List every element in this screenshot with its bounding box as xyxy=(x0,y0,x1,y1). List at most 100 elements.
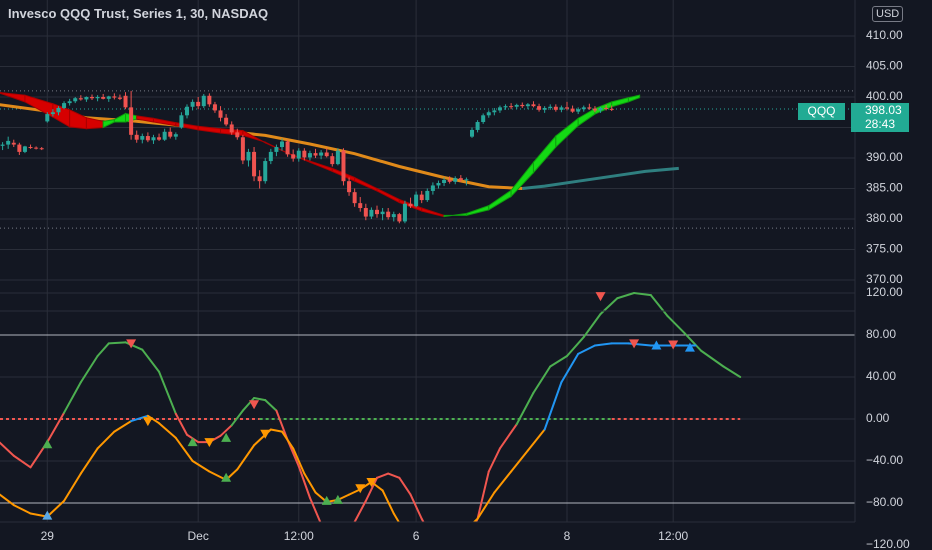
oscillator-axis-labels: 120.00 80.00 40.00 0.00 −40.00 −80.00 −120.00 xyxy=(866,285,910,550)
signal-marker-4 xyxy=(187,437,198,447)
candle-body-62 xyxy=(347,181,352,193)
candle-body-92 xyxy=(514,104,519,107)
candle-body-78 xyxy=(436,183,441,186)
candle-body-20 xyxy=(112,96,117,98)
candle-body-28 xyxy=(157,137,162,140)
time-axis[interactable] xyxy=(0,522,932,550)
signal-marker-18 xyxy=(629,339,640,349)
price-axis-labels: 410.00405.00400.00395.00390.00385.00380.… xyxy=(866,28,903,286)
osc-fast-seg-17 xyxy=(241,397,256,412)
price-tick-label-8: 370.00 xyxy=(866,272,903,286)
candle-body-44 xyxy=(246,151,251,161)
candle-body-30 xyxy=(168,131,173,137)
price-tick-label-4: 390.00 xyxy=(866,150,903,164)
last-price-value: 398.03 xyxy=(865,103,902,117)
candle-body-103 xyxy=(576,109,581,112)
candle-body-29 xyxy=(162,131,167,140)
osc-tick-label-6: −120.00 xyxy=(866,537,910,550)
price-tick-label-1: 405.00 xyxy=(866,59,903,73)
candle-body-52 xyxy=(291,154,296,159)
candle-body-55 xyxy=(307,153,312,158)
osc-fast-seg-52 xyxy=(700,349,725,368)
osc-fast-seg-28 xyxy=(364,476,378,502)
candle-body-7 xyxy=(39,148,44,150)
candle-body-26 xyxy=(145,136,150,141)
osc-fast-seg-48 xyxy=(633,292,652,297)
osc-fast-seg-45 xyxy=(582,313,602,339)
candle-body-89 xyxy=(497,107,502,111)
candle-body-85 xyxy=(475,122,480,130)
candle-body-38 xyxy=(212,104,217,111)
candle-body-9 xyxy=(50,112,55,115)
time-tick-label-5: 12:00 xyxy=(658,529,688,543)
osc-slow-seg-41 xyxy=(593,342,613,347)
candle-body-109 xyxy=(609,108,614,110)
price-tick-label-0: 410.00 xyxy=(866,28,903,42)
osc-slow-seg-35 xyxy=(493,470,513,494)
candle-body-102 xyxy=(570,108,575,112)
osc-slow-seg-12 xyxy=(191,460,211,473)
candle-body-24 xyxy=(134,134,139,140)
osc-fast-seg-50 xyxy=(666,315,686,334)
candle-body-18 xyxy=(101,97,106,99)
price-pane[interactable] xyxy=(0,90,855,229)
time-tick-label-3: 6 xyxy=(413,529,420,543)
time-tick-label-0: 29 xyxy=(41,529,55,543)
candle-body-105 xyxy=(587,107,592,109)
candle-body-101 xyxy=(565,107,569,109)
symbol-tag: QQQ xyxy=(798,103,845,120)
price-tick-label-2: 400.00 xyxy=(866,89,903,103)
candle-body-6 xyxy=(34,147,39,149)
candle-body-83 xyxy=(464,179,469,181)
osc-slow-seg-6 xyxy=(96,430,116,450)
candle-body-106 xyxy=(592,108,597,111)
osc-fast-seg-40 xyxy=(498,423,518,450)
candle-body-79 xyxy=(442,179,447,184)
symbol-legend[interactable]: Invesco QQQ Trust, Series 1, 30, NASDAQ xyxy=(8,6,269,21)
price-tick-label-7: 375.00 xyxy=(866,242,903,256)
candle-body-67 xyxy=(375,209,379,215)
candle-body-0 xyxy=(0,144,5,146)
osc-fast-seg-1 xyxy=(12,454,32,469)
signal-marker-0 xyxy=(42,439,53,449)
candle-body-34 xyxy=(190,101,195,107)
osc-fast-seg-51 xyxy=(683,331,703,352)
osc-fast-seg-49 xyxy=(649,294,669,318)
price-axis[interactable] xyxy=(855,0,932,550)
osc-fast-seg-32 xyxy=(409,493,423,520)
candle-body-80 xyxy=(447,179,452,182)
candle-body-36 xyxy=(201,95,206,107)
currency-label[interactable]: USD xyxy=(872,6,904,22)
osc-slow-seg-5 xyxy=(79,447,99,475)
candle-body-100 xyxy=(559,107,564,110)
candle-body-14 xyxy=(78,98,83,100)
candle-body-94 xyxy=(525,104,530,107)
candle-body-93 xyxy=(520,104,525,107)
osc-tick-label-3: 0.00 xyxy=(866,411,890,425)
ribbon-segment-31 xyxy=(627,94,641,103)
candle-body-68 xyxy=(380,211,385,215)
signal-marker-5 xyxy=(204,438,215,448)
osc-tick-label-0: 120.00 xyxy=(866,285,903,299)
signal-marker-19 xyxy=(651,340,662,350)
osc-fast-seg-6 xyxy=(96,342,110,357)
osc-fast-seg-23 xyxy=(308,496,323,525)
candle-body-2 xyxy=(11,142,16,145)
osc-slow-seg-1 xyxy=(12,504,32,515)
osc-fast-seg-19 xyxy=(264,399,278,412)
osc-fast-seg-41 xyxy=(515,391,535,426)
osc-fast-seg-18 xyxy=(253,397,267,402)
last-price-tag: 398.03 28:43 xyxy=(851,103,909,132)
candle-body-13 xyxy=(73,98,78,102)
osc-tick-label-1: 80.00 xyxy=(866,327,896,341)
osc-fast-seg-38 xyxy=(476,470,490,520)
candle-body-57 xyxy=(319,152,324,156)
osc-fast-seg-8 xyxy=(124,341,144,351)
moving-average-ribbon xyxy=(0,91,641,218)
signal-marker-20 xyxy=(668,340,679,350)
candle-body-98 xyxy=(548,106,553,108)
osc-slow-seg-27 xyxy=(381,489,395,515)
candle-body-72 xyxy=(402,203,407,222)
candle-body-42 xyxy=(235,132,240,138)
